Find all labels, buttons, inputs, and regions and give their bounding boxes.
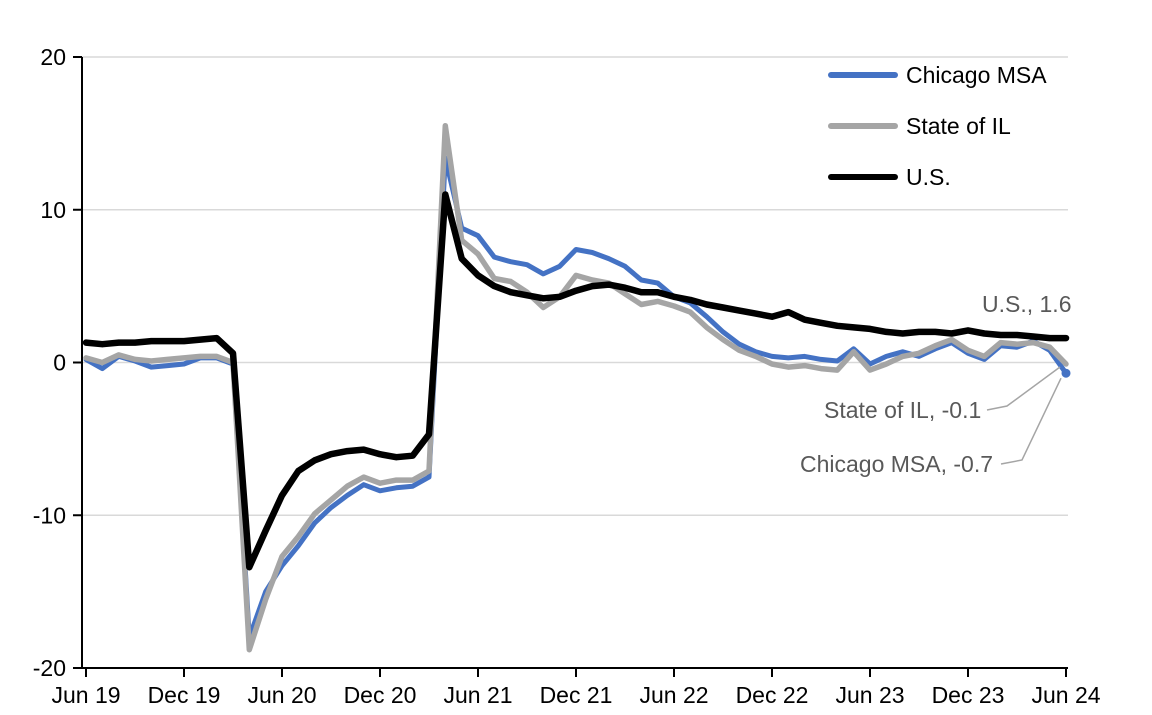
x-axis-tick-label: Jun 24 xyxy=(1031,682,1100,708)
y-axis-tick-label: -20 xyxy=(33,655,66,681)
annotation-state-il-end-value: State of IL, -0.1 xyxy=(824,397,982,423)
x-axis-tick-label: Dec 21 xyxy=(540,682,613,708)
legend-label-us: U.S. xyxy=(906,163,951,190)
series-line-us xyxy=(82,191,1070,571)
y-axis-tick-label: 20 xyxy=(40,44,66,70)
annotation-leader-state-il xyxy=(986,366,1061,411)
x-axis-tick-label: Dec 22 xyxy=(736,682,809,708)
chicago-msa-line-swatch xyxy=(828,72,898,78)
x-axis-tick-label: Jun 19 xyxy=(51,682,120,708)
state-of-il-line-swatch xyxy=(828,123,898,129)
x-axis-tick-label: Dec 19 xyxy=(148,682,221,708)
legend-item-us: U.S. xyxy=(828,164,951,190)
x-axis-tick-label: Jun 20 xyxy=(247,682,316,708)
x-axis-tick-label: Dec 23 xyxy=(932,682,1005,708)
x-axis-tick-label: Dec 20 xyxy=(344,682,417,708)
annotation-leader-chicago-msa xyxy=(1000,377,1062,465)
legend-item-chicago-msa: Chicago MSA xyxy=(828,62,1047,88)
y-axis-tick-label: 10 xyxy=(40,197,66,223)
y-axis-tick-label: 0 xyxy=(53,350,66,376)
legend-label-chicago-msa: Chicago MSA xyxy=(906,61,1047,88)
series-line-state-of-il xyxy=(83,122,1069,653)
x-axis-tick-label: Jun 23 xyxy=(835,682,904,708)
us-line-swatch xyxy=(828,174,898,180)
legend-label-state-of-il: State of IL xyxy=(906,112,1011,139)
chicago-msa-end-marker xyxy=(1061,368,1071,378)
annotation-us-end-value: U.S., 1.6 xyxy=(982,291,1072,317)
y-axis-tick-label: -10 xyxy=(33,502,66,528)
x-axis-tick-label: Jun 21 xyxy=(443,682,512,708)
legend-item-state-of-il: State of IL xyxy=(828,113,1011,139)
annotation-chicago-msa-end-value: Chicago MSA, -0.7 xyxy=(800,451,994,477)
x-axis-tick-label: Jun 22 xyxy=(639,682,708,708)
